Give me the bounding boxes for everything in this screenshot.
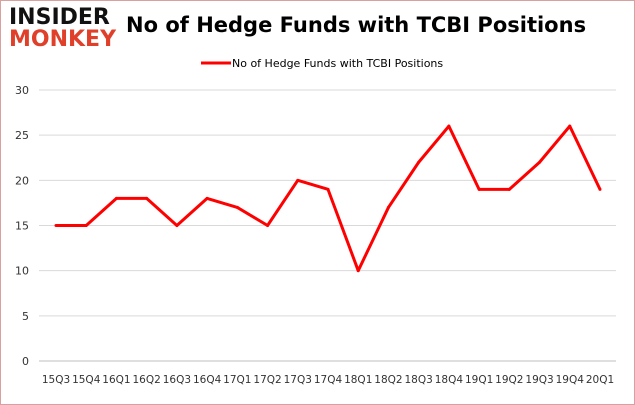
data-point <box>356 269 360 273</box>
x-tick-label: 18Q1 <box>344 374 372 386</box>
data-point <box>447 124 451 128</box>
x-tick-label: 16Q3 <box>163 374 191 386</box>
y-tick-label: 0 <box>22 355 29 368</box>
x-tick-label: 18Q2 <box>374 374 402 386</box>
data-point <box>114 196 118 200</box>
legend-label: No of Hedge Funds with TCBI Positions <box>232 57 443 70</box>
insider-monkey-logo: INSIDER MONKEY <box>9 7 116 51</box>
data-point <box>538 160 542 164</box>
y-tick-label: 25 <box>15 129 29 142</box>
x-tick-label: 18Q3 <box>405 374 433 386</box>
data-point <box>175 224 179 227</box>
x-tick-label: 17Q4 <box>314 374 343 386</box>
data-point <box>326 187 330 191</box>
x-tick-label: 18Q4 <box>435 374 464 386</box>
data-point <box>507 187 511 191</box>
logo-line1: INSIDER <box>9 5 110 30</box>
data-point <box>296 178 300 182</box>
y-tick-label: 30 <box>15 84 29 97</box>
series-line <box>56 124 602 273</box>
data-point <box>205 196 209 200</box>
x-tick-label: 19Q4 <box>556 374 585 386</box>
data-point <box>235 205 239 209</box>
x-tick-label: 16Q2 <box>133 374 161 386</box>
y-tick-label: 20 <box>15 174 29 187</box>
x-tick-label: 17Q2 <box>253 374 281 386</box>
data-point <box>84 224 88 227</box>
data-point <box>145 196 149 200</box>
chart-title: No of Hedge Funds with TCBI Positions <box>126 13 587 37</box>
x-tick-label: 15Q3 <box>42 374 70 386</box>
x-tick-label: 19Q3 <box>525 374 553 386</box>
legend: No of Hedge Funds with TCBI Positions <box>201 57 443 70</box>
x-tick-label: 17Q3 <box>284 374 312 386</box>
x-tick-label: 20Q1 <box>586 374 614 386</box>
x-tick-label: 15Q4 <box>72 374 101 386</box>
x-tick-label: 16Q1 <box>102 374 130 386</box>
data-point <box>568 124 572 128</box>
x-tick-label: 16Q4 <box>193 374 222 386</box>
data-point <box>386 205 390 209</box>
data-point <box>417 160 421 164</box>
data-point <box>598 187 602 191</box>
data-point <box>477 187 481 191</box>
logo-line2: MONKEY <box>9 27 117 52</box>
data-point <box>54 224 58 227</box>
x-tick-label: 19Q2 <box>495 374 523 386</box>
data-point <box>266 224 270 227</box>
x-tick-label: 19Q1 <box>465 374 493 386</box>
x-tick-label: 17Q1 <box>223 374 251 386</box>
y-tick-label: 5 <box>22 310 29 323</box>
y-tick-label: 10 <box>15 265 29 278</box>
y-tick-label: 15 <box>15 220 29 233</box>
